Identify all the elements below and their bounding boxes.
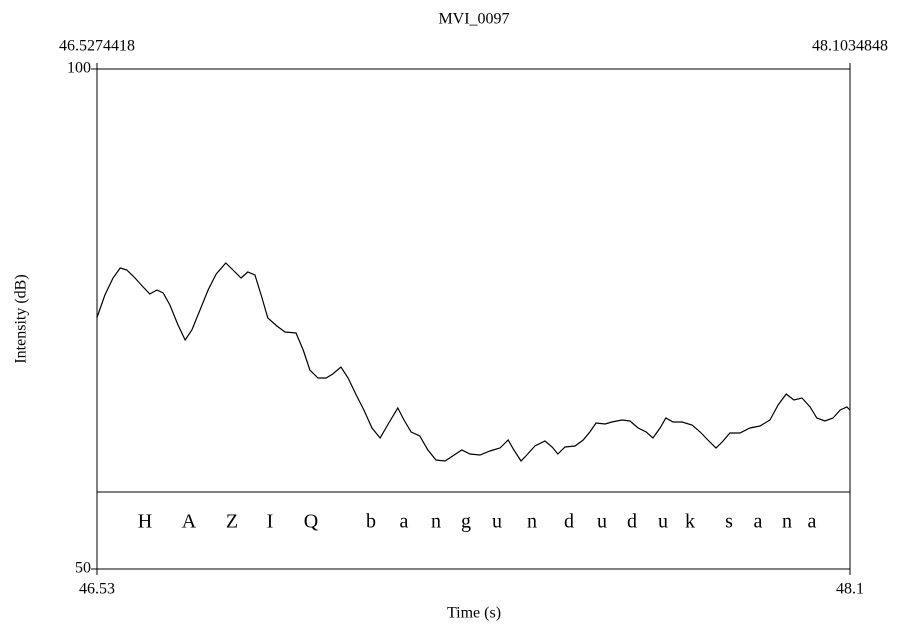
tier-label: Z — [226, 511, 238, 533]
tier-label: n — [527, 511, 537, 533]
tier-label: H — [138, 511, 152, 533]
tier-label: n — [782, 511, 792, 533]
chart-title: MVI_0097 — [438, 11, 509, 28]
tier-label: n — [431, 511, 441, 533]
tier-label: u — [597, 511, 607, 533]
tier-label: b — [366, 511, 376, 533]
tier-label: I — [267, 511, 274, 533]
tier-label: g — [461, 511, 471, 533]
plot-frame — [96, 68, 851, 570]
tier-label: d — [627, 511, 637, 533]
y-tick-label: 100 — [67, 60, 91, 77]
x-axis-label: Time (s) — [447, 605, 501, 622]
tier-label: s — [725, 511, 733, 533]
tier-label: a — [400, 511, 409, 533]
intensity-line — [96, 262, 851, 462]
y-tick-label: 50 — [75, 560, 91, 577]
tier-label: a — [808, 511, 817, 533]
x-tick-label: 46.53 — [79, 581, 115, 598]
top-range-label: 48.1034848 — [812, 38, 888, 55]
tier-label: Q — [304, 511, 319, 533]
tier-label: A — [182, 511, 197, 533]
tier-label: u — [492, 511, 502, 533]
textgrid-tier — [96, 491, 851, 570]
tier-label: u — [658, 511, 668, 533]
tier-label: d — [564, 511, 574, 533]
top-range-label: 46.5274418 — [59, 38, 135, 55]
tier-label: a — [754, 511, 763, 533]
x-tick-label: 48.1 — [836, 581, 864, 598]
y-axis-label: Intensity (dB) — [13, 274, 30, 363]
tier-label: k — [685, 511, 695, 533]
